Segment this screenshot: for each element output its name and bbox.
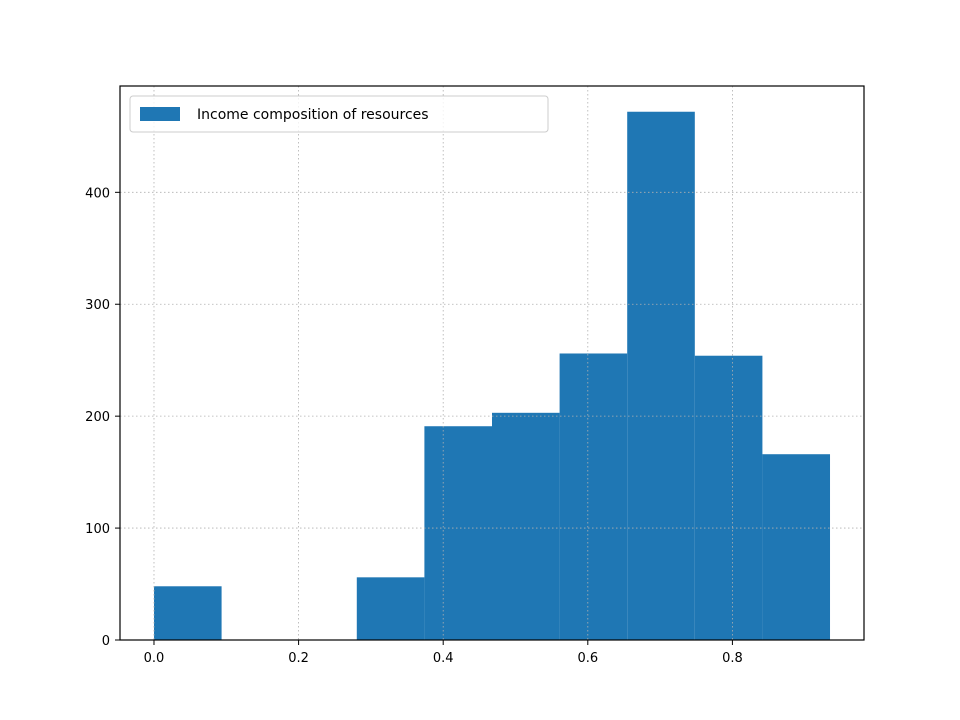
x-tick-label: 0.2 xyxy=(288,651,309,666)
legend-frame xyxy=(129,95,549,133)
plot-frame xyxy=(119,85,865,641)
histogram-bar xyxy=(627,111,695,641)
histogram-bar xyxy=(153,586,222,640)
legend: Income composition of resources xyxy=(129,95,549,133)
y-tick-label: 400 xyxy=(85,186,110,201)
bars-layer xyxy=(153,111,831,641)
legend-label: Income composition of resources xyxy=(197,107,429,123)
x-tick-label: 0.8 xyxy=(722,651,743,666)
x-tick-label: 0.6 xyxy=(577,651,598,666)
histogram-bar xyxy=(424,426,492,640)
histogram-bar xyxy=(762,454,831,640)
x-axis: 0.0 0.2 0.4 0.6 0.8 xyxy=(144,640,743,666)
histogram-bar xyxy=(559,353,628,640)
legend-swatch xyxy=(140,107,180,121)
histogram-bar xyxy=(492,412,560,640)
histogram-bar xyxy=(694,355,763,640)
y-axis: 0 100 200 300 400 xyxy=(85,186,120,649)
y-tick-label: 100 xyxy=(85,522,110,537)
y-tick-label: 300 xyxy=(85,298,110,313)
x-tick-label: 0.0 xyxy=(144,651,165,666)
y-tick-label: 0 xyxy=(102,634,110,649)
histogram-bar xyxy=(356,577,425,640)
y-tick-label: 200 xyxy=(85,410,110,425)
x-tick-label: 0.4 xyxy=(433,651,454,666)
